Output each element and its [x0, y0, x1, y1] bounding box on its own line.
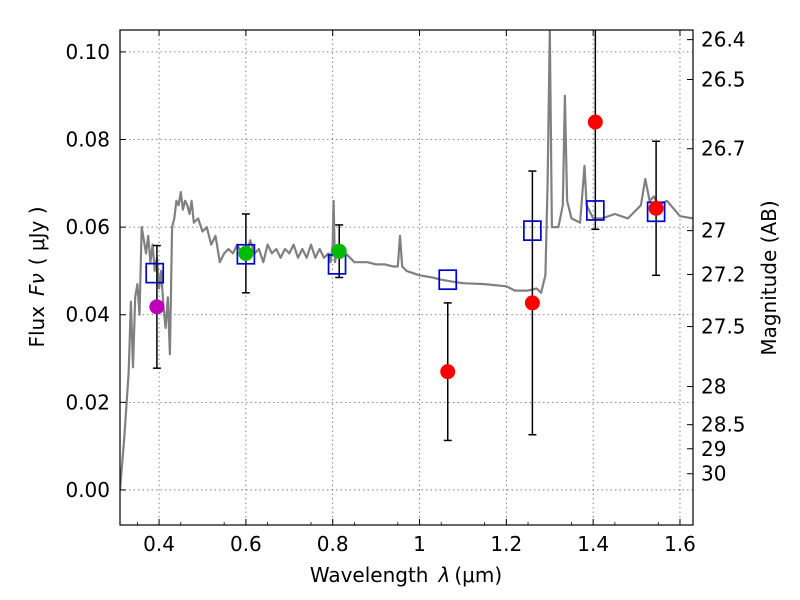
y-axis-title: FluxFν( μJy ): [25, 206, 49, 347]
right-tick-label: 27.5: [701, 315, 746, 339]
y-axis-ticks: 0.00 0.02 0.04 0.06 0.08 0.10: [65, 40, 126, 502]
template-sed-line: [120, 30, 693, 491]
plot-frame: [119, 29, 694, 526]
model-square: [145, 262, 165, 284]
x-tick-label: 0.8: [317, 532, 349, 556]
x-axis-title: Wavelength λ (μm): [310, 563, 502, 587]
right-tick-label: 28.5: [701, 413, 746, 437]
observed-point: [331, 243, 347, 259]
right-axis-title: Magnitude (AB): [757, 200, 781, 355]
x-tick-label: 1.6: [664, 532, 696, 556]
y-tick-label: 0.08: [65, 128, 110, 152]
error-bars: [152, 30, 661, 442]
observed-point: [238, 245, 254, 261]
model-square: [438, 269, 458, 291]
x-axis-ticks: 0.4 0.6 0.8 1 1.2 1.4 1.6: [136, 30, 696, 556]
x-tick-label: 0.4: [143, 532, 175, 556]
observed-point: [440, 364, 456, 380]
x-tick-label: 0.6: [230, 532, 262, 556]
observed-photometry-series: [149, 114, 664, 380]
x-tick-label: 1.2: [490, 532, 522, 556]
right-tick-label: 27.2: [701, 262, 746, 286]
right-tick-label: 29: [701, 437, 726, 461]
model-square: [523, 220, 542, 241]
model-photometry-series: [145, 200, 666, 291]
grid-lines: [120, 30, 693, 525]
y-tick-label: 0.06: [65, 215, 110, 239]
y-tick-label: 0.00: [65, 478, 110, 502]
right-tick-label: 27: [701, 219, 726, 243]
x-tick-label: 1: [413, 532, 426, 556]
x-tick-label: 1.4: [577, 532, 609, 556]
observed-point: [648, 200, 664, 216]
observed-point: [524, 295, 540, 311]
right-tick-label: 28: [701, 375, 726, 399]
right-tick-label: 26.5: [701, 68, 746, 92]
model-square: [585, 200, 605, 221]
right-tick-label: 26.7: [701, 137, 746, 161]
template-sed-series: [120, 30, 693, 491]
observed-point: [149, 299, 165, 315]
model-square: [236, 243, 256, 265]
y-tick-label: 0.04: [65, 303, 110, 327]
y-tick-label: 0.10: [65, 40, 110, 64]
right-tick-label: 26.4: [701, 28, 746, 52]
observed-point: [587, 114, 603, 130]
right-tick-label: 30: [701, 462, 726, 486]
y-tick-label: 0.02: [65, 390, 110, 414]
